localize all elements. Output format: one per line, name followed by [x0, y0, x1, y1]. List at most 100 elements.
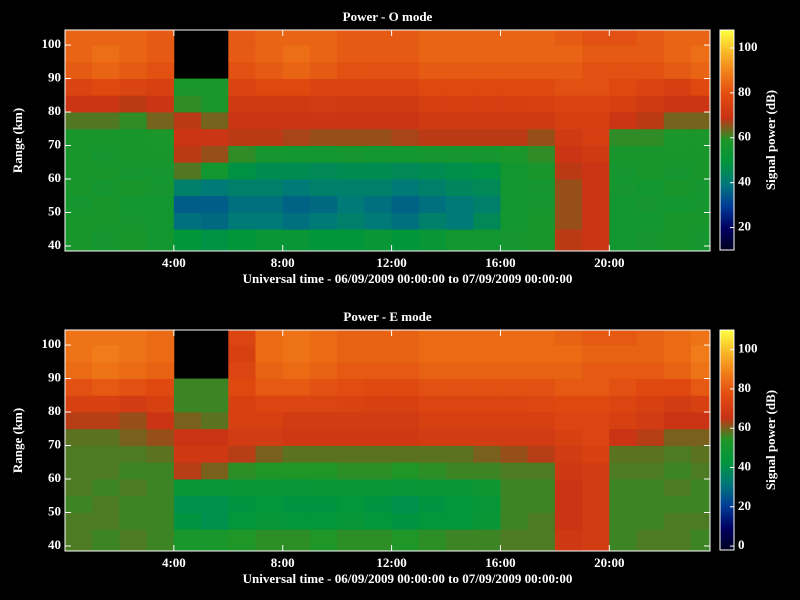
heatmap-cell: [173, 128, 202, 146]
heatmap-cell: [663, 445, 692, 463]
heatmap-cell: [364, 529, 392, 552]
heatmap-cell: [282, 412, 311, 430]
x-tick-label: 8:00: [271, 555, 295, 570]
x-tick-label: 4:00: [162, 555, 186, 570]
heatmap-cell: [228, 128, 256, 146]
heatmap-cell: [418, 61, 447, 79]
heatmap-cell: [663, 112, 692, 130]
heatmap-cell: [690, 195, 711, 213]
heatmap-cell: [92, 61, 120, 79]
heatmap-cell: [418, 495, 447, 513]
heatmap-cell: [418, 30, 447, 46]
heatmap-cell: [473, 128, 501, 146]
heatmap-cell: [92, 112, 120, 130]
heatmap-cell: [119, 529, 148, 552]
heatmap-cell: [65, 95, 93, 113]
heatmap-cell: [446, 479, 474, 497]
heatmap-cell: [255, 162, 284, 180]
heatmap-cell: [500, 495, 529, 513]
x-tick-label: 8:00: [271, 255, 295, 270]
heatmap-cell: [582, 395, 610, 413]
heatmap-cell: [500, 112, 529, 130]
heatmap-cell: [364, 179, 392, 197]
heatmap-cell: [255, 395, 284, 413]
heatmap-cell: [65, 330, 93, 346]
heatmap-cell: [119, 61, 148, 79]
heatmap-cell: [473, 195, 501, 213]
heatmap-cell: [446, 179, 474, 197]
colorbar-tick-label: 60: [738, 129, 751, 144]
heatmap-cell: [201, 428, 229, 446]
heatmap-cell: [582, 45, 610, 63]
heatmap-cell: [609, 345, 637, 363]
heatmap-cell: [473, 95, 501, 113]
heatmap-cell: [282, 479, 311, 497]
colorbar: [719, 329, 735, 551]
heatmap-cell: [554, 45, 583, 63]
heatmap-cell: [636, 512, 665, 530]
heatmap-cell: [609, 195, 637, 213]
heatmap-cell: [337, 195, 365, 213]
heatmap-cell: [309, 378, 338, 396]
heatmap-cell: [391, 395, 420, 413]
heatmap-cell: [309, 462, 338, 480]
heatmap-cell: [282, 495, 311, 513]
heatmap-cell: [255, 212, 284, 230]
heatmap-cell: [554, 395, 583, 413]
heatmap-cell: [636, 330, 665, 346]
heatmap-cell: [282, 462, 311, 480]
heatmap-cell: [228, 162, 256, 180]
heatmap-cell: [201, 495, 229, 513]
heatmap-cell: [473, 212, 501, 230]
heatmap-cell: [473, 412, 501, 430]
heatmap-cell: [255, 495, 284, 513]
heatmap-cell: [309, 479, 338, 497]
heatmap-cell: [119, 512, 148, 530]
heatmap-cell: [418, 378, 447, 396]
heatmap-cell: [554, 112, 583, 130]
heatmap-cell: [282, 45, 311, 63]
heatmap-cell: [527, 30, 556, 46]
heatmap-cell: [418, 128, 447, 146]
y-tick-label: 60: [48, 170, 61, 185]
heatmap-cell: [663, 428, 692, 446]
heatmap-cell: [663, 529, 692, 552]
heatmap-cell: [500, 95, 529, 113]
heatmap-cell: [609, 128, 637, 146]
heatmap-cell: [418, 428, 447, 446]
heatmap-cell: [636, 212, 665, 230]
heatmap-cell: [500, 229, 529, 252]
heatmap-cell: [201, 395, 229, 413]
heatmap-cell: [527, 330, 556, 346]
heatmap-cell: [554, 462, 583, 480]
colorbar-tick-label: 40: [738, 174, 751, 189]
heatmap-cell: [282, 195, 311, 213]
heatmap-cell: [337, 479, 365, 497]
heatmap-cell: [364, 145, 392, 163]
heatmap-cell: [92, 212, 120, 230]
heatmap-cell: [663, 61, 692, 79]
heatmap-cell: [228, 495, 256, 513]
heatmap-cell: [337, 445, 365, 463]
heatmap-cell: [636, 45, 665, 63]
heatmap-cell: [92, 361, 120, 379]
heatmap-cell: [609, 462, 637, 480]
heatmap-cell: [473, 30, 501, 46]
heatmap-cell: [309, 229, 338, 252]
heatmap-cell: [582, 412, 610, 430]
heatmap-cell: [201, 145, 229, 163]
heatmap-cell: [255, 195, 284, 213]
heatmap-cell: [337, 112, 365, 130]
heatmap-cell: [119, 462, 148, 480]
heatmap-cell: [636, 462, 665, 480]
y-tick-label: 100: [42, 336, 62, 351]
heatmap-cell: [146, 495, 175, 513]
heatmap-cell: [337, 378, 365, 396]
heatmap-cell: [282, 112, 311, 130]
heatmap-cell: [337, 412, 365, 430]
heatmap-cell: [173, 378, 202, 396]
colorbar-tick-label: 20: [738, 498, 751, 513]
heatmap-cell: [690, 229, 711, 252]
heatmap-cell: [282, 330, 311, 346]
